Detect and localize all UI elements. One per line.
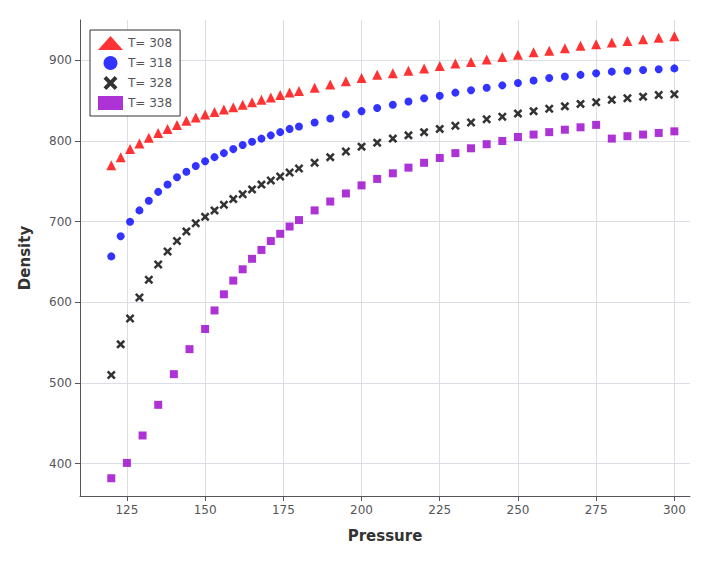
svg-text:200: 200	[350, 503, 373, 517]
svg-text:250: 250	[506, 503, 529, 517]
svg-text:Pressure: Pressure	[348, 527, 423, 545]
svg-text:300: 300	[663, 503, 686, 517]
svg-text:T= 308: T= 308	[127, 36, 172, 50]
svg-text:500: 500	[49, 376, 72, 390]
svg-text:T= 328: T= 328	[127, 76, 172, 90]
svg-text:275: 275	[585, 503, 608, 517]
svg-text:900: 900	[49, 53, 72, 67]
svg-text:150: 150	[194, 503, 217, 517]
svg-text:T= 338: T= 338	[127, 96, 172, 110]
svg-text:T= 318: T= 318	[127, 56, 172, 70]
svg-text:225: 225	[428, 503, 451, 517]
svg-text:400: 400	[49, 457, 72, 471]
svg-text:175: 175	[272, 503, 295, 517]
svg-text:125: 125	[115, 503, 138, 517]
svg-text:700: 700	[49, 215, 72, 229]
svg-text:Density: Density	[16, 226, 34, 291]
svg-text:600: 600	[49, 295, 72, 309]
svg-text:800: 800	[49, 134, 72, 148]
